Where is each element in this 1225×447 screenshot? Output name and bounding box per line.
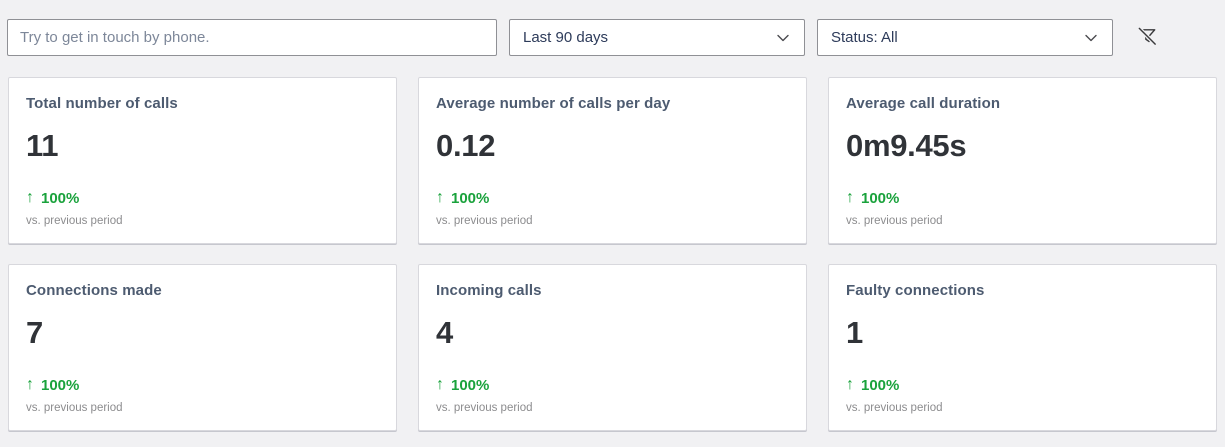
card-value: 1 [846, 315, 863, 350]
arrow-up-icon: ↑ [26, 189, 34, 206]
change-percent: 100% [451, 376, 490, 394]
kpi-card-total-calls: Total number of calls 11 ↑ 100% vs. prev… [8, 77, 397, 244]
chevron-down-icon [774, 29, 792, 47]
card-title: Incoming calls [436, 282, 542, 299]
card-change: ↑ 100% [846, 189, 1199, 207]
card-caption: vs. previous period [846, 215, 943, 227]
clear-filters-button[interactable] [1132, 23, 1162, 53]
card-title: Faulty connections [846, 282, 985, 299]
filter-off-icon [1136, 25, 1159, 51]
card-change: ↑ 100% [26, 189, 379, 207]
arrow-up-icon: ↑ [26, 376, 34, 393]
card-caption: vs. previous period [26, 402, 123, 414]
status-dropdown[interactable]: Status: All [817, 19, 1113, 56]
kpi-cards-grid: Total number of calls 11 ↑ 100% vs. prev… [8, 77, 1217, 431]
card-change: ↑ 100% [436, 189, 789, 207]
card-title: Average number of calls per day [436, 95, 671, 112]
change-percent: 100% [41, 189, 80, 207]
card-title: Connections made [26, 282, 162, 299]
arrow-up-icon: ↑ [436, 376, 444, 393]
filter-toolbar: Last 90 days Status: All [0, 0, 1225, 56]
card-change: ↑ 100% [26, 376, 379, 394]
kpi-card-incoming-calls: Incoming calls 4 ↑ 100% vs. previous per… [418, 264, 807, 431]
date-range-dropdown[interactable]: Last 90 days [509, 19, 805, 56]
search-input[interactable] [7, 19, 497, 56]
card-value: 0m9.45s [846, 128, 967, 163]
card-caption: vs. previous period [846, 402, 943, 414]
card-value: 11 [26, 128, 59, 163]
arrow-up-icon: ↑ [436, 189, 444, 206]
card-change: ↑ 100% [846, 376, 1199, 394]
change-percent: 100% [451, 189, 490, 207]
change-percent: 100% [861, 376, 900, 394]
card-value: 4 [436, 315, 453, 350]
card-title: Total number of calls [26, 95, 178, 112]
card-caption: vs. previous period [436, 402, 533, 414]
kpi-card-connections-made: Connections made 7 ↑ 100% vs. previous p… [8, 264, 397, 431]
kpi-card-avg-calls-per-day: Average number of calls per day 0.12 ↑ 1… [418, 77, 807, 244]
arrow-up-icon: ↑ [846, 189, 854, 206]
arrow-up-icon: ↑ [846, 376, 854, 393]
change-percent: 100% [41, 376, 80, 394]
card-value: 0.12 [436, 128, 496, 163]
card-change: ↑ 100% [436, 376, 789, 394]
kpi-card-faulty-connections: Faulty connections 1 ↑ 100% vs. previous… [828, 264, 1217, 431]
change-percent: 100% [861, 189, 900, 207]
date-range-value: Last 90 days [523, 29, 609, 46]
card-value: 7 [26, 315, 43, 350]
card-caption: vs. previous period [436, 215, 533, 227]
card-caption: vs. previous period [26, 215, 123, 227]
chevron-down-icon [1082, 29, 1100, 47]
status-value: Status: All [831, 29, 898, 46]
card-title: Average call duration [846, 95, 1001, 112]
kpi-card-avg-call-duration: Average call duration 0m9.45s ↑ 100% vs.… [828, 77, 1217, 244]
